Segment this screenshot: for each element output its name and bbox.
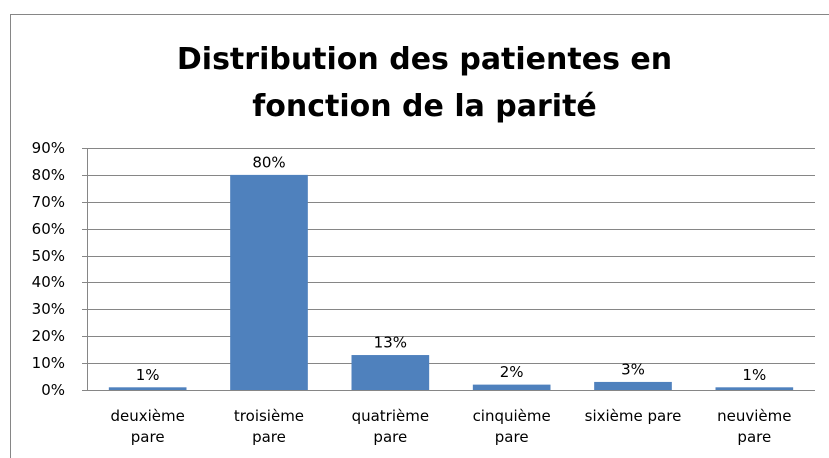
x-tick-label: deuxième pare [110, 407, 185, 446]
data-label: 1% [742, 366, 766, 384]
chart-title: Distribution des patientes en fonction d… [176, 42, 673, 124]
bar [108, 387, 187, 390]
data-label: 3% [621, 360, 645, 378]
data-label: 13% [374, 334, 407, 352]
y-tick-label: 30% [32, 300, 65, 318]
data-label: 1% [136, 366, 160, 384]
data-label: 80% [252, 153, 285, 171]
bar [472, 384, 551, 390]
bar [594, 381, 672, 390]
x-tick-label: troisième pare [233, 407, 305, 446]
x-tick-label: sixième pare [584, 407, 682, 425]
data-label: 2% [500, 363, 524, 381]
y-tick-label: 20% [32, 327, 65, 345]
bar [351, 355, 430, 390]
y-tick-label: 60% [32, 220, 65, 238]
y-tick-label: 40% [32, 273, 65, 291]
x-tick-label: quatrième pare [351, 407, 430, 446]
bar [715, 387, 794, 390]
x-tick-label: neuvième pare [717, 407, 792, 446]
y-tick-label: 70% [32, 193, 65, 211]
y-tick-label: 10% [32, 354, 65, 372]
bar [230, 174, 308, 390]
y-tick-label: 80% [32, 166, 65, 184]
x-tick-label: cinquième pare [472, 407, 551, 446]
y-tick-label: 0% [41, 381, 65, 399]
y-tick-label: 90% [32, 139, 65, 157]
y-tick-label: 50% [32, 247, 65, 265]
